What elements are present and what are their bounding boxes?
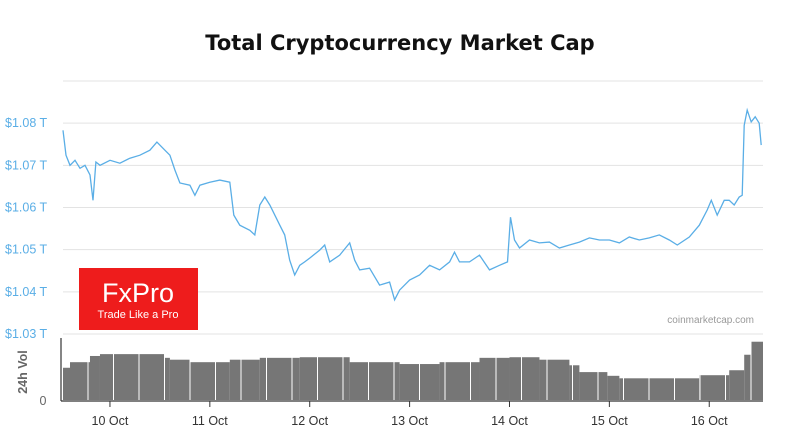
x-tick-label: 11 Oct [192,414,228,428]
volume-bar [189,362,230,400]
volume-bar [164,357,170,400]
x-tick-label: 14 Oct [491,414,528,428]
volume-bar [89,355,100,400]
volume-bar [744,354,752,400]
volume-bar [70,362,90,400]
x-tick-label: 12 Oct [291,414,328,428]
volume-bar [751,341,763,400]
volume-bar [169,359,190,400]
volume-bar [539,359,570,400]
y-tick-label: $1.07 T [5,158,48,172]
x-tick-label: 13 Oct [391,414,428,428]
volume-bar [509,357,540,400]
volume-axis-title: 24h Vol [16,350,30,394]
volume-bar [349,362,400,400]
volume-bar [619,378,700,400]
volume-bar [579,372,608,400]
volume-bar [569,365,580,400]
volume-bar [99,354,165,400]
y-tick-label: $1.05 T [5,243,48,257]
volume-bar [479,357,510,400]
x-axis-labels: 10 Oct 11 Oct 12 Oct 13 Oct 14 Oct 15 Oct 16 O… [92,401,728,428]
y-tick-label: $1.03 T [5,327,48,341]
logo-tagline: Trade Like a Pro [98,309,179,321]
volume-zero-label: 0 [40,394,47,408]
volume-bar [63,367,71,400]
volume-bar [259,357,300,400]
market-cap-line [62,107,762,302]
watermark: coinmarketcap.com [667,315,754,326]
volume-bar [607,375,620,400]
x-tick-label: 10 Oct [92,414,129,428]
volume-bar [699,375,730,400]
volume-bar [299,357,350,400]
x-tick-label: 15 Oct [591,414,628,428]
volume-bar [229,359,260,400]
y-axis-labels: $1.08 T $1.07 T $1.06 T $1.05 T $1.04 T $1.03… [5,116,48,341]
volume-bar [729,370,745,400]
logo-name: FxPro [102,278,174,308]
volume-bars [63,340,763,400]
y-tick-label: $1.04 T [5,285,48,299]
fxpro-logo: FxPro Trade Like a Pro [79,268,198,330]
volume-bar [439,362,480,400]
y-tick-label: $1.06 T [5,201,48,215]
x-tick-label: 16 Oct [691,414,728,428]
y-tick-label: $1.08 T [5,116,48,130]
chart-title: Total Cryptocurrency Market Cap [205,31,594,55]
